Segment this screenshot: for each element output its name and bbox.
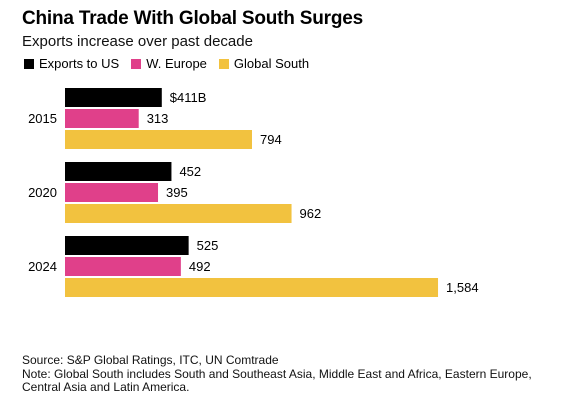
data-label-exports-to-us-2020: 452 [179, 164, 201, 179]
bar-exports-to-us-2020 [65, 162, 172, 181]
category-label-2020: 2020 [28, 185, 57, 200]
data-label-w-europe-2020: 395 [166, 185, 188, 200]
bar-group-2020: 2020 452 395 962 [28, 162, 321, 223]
legend-swatch-global-south [218, 58, 229, 69]
legend-label-exports-to-us: Exports to US [39, 56, 120, 71]
chart-title: China Trade With Global South Surges [22, 8, 363, 29]
data-label-exports-to-us-2024: 525 [197, 238, 219, 253]
data-label-w-europe-2024: 492 [189, 259, 211, 274]
legend: Exports to US W. Europe Global South [24, 56, 321, 71]
data-label-global-south-2015: 794 [260, 132, 282, 147]
source-note: Source: S&P Global Ratings, ITC, UN Comt… [22, 353, 279, 367]
legend-item-w-europe: W. Europe [131, 56, 207, 71]
data-label-exports-to-us-2015: $411B [170, 90, 207, 105]
legend-label-w-europe: W. Europe [146, 56, 207, 71]
bar-exports-to-us-2015 [65, 88, 162, 107]
bar-w-europe-2020 [65, 183, 159, 202]
bar-global-south-2015 [65, 130, 252, 149]
legend-label-global-south: Global South [233, 56, 310, 71]
data-label-w-europe-2015: 313 [147, 111, 169, 126]
footnote: Note: Global South includes South and So… [22, 366, 532, 394]
bar-w-europe-2015 [65, 109, 139, 128]
legend-item-exports-to-us: Exports to US [24, 56, 119, 71]
bar-w-europe-2024 [65, 257, 181, 276]
category-label-2015: 2015 [28, 111, 57, 126]
legend-swatch-exports-to-us [24, 58, 34, 69]
data-label-global-south-2020: 962 [300, 206, 322, 221]
chart-footer: Source: S&P Global Ratings, ITC, UN Comt… [22, 353, 567, 395]
chart-subtitle: Exports increase over past decade [22, 33, 253, 50]
bar-global-south-2024 [65, 278, 439, 297]
legend-item-global-south: Global South [218, 56, 310, 71]
category-label-2024: 2024 [28, 259, 57, 274]
legend-swatch-w-europe [131, 58, 142, 69]
data-label-global-south-2024: 1,584 [446, 280, 479, 295]
bar-group-2024: 2024 525 492 1,584 [28, 236, 479, 297]
bar-global-south-2020 [65, 204, 292, 223]
bar-exports-to-us-2024 [65, 236, 189, 255]
